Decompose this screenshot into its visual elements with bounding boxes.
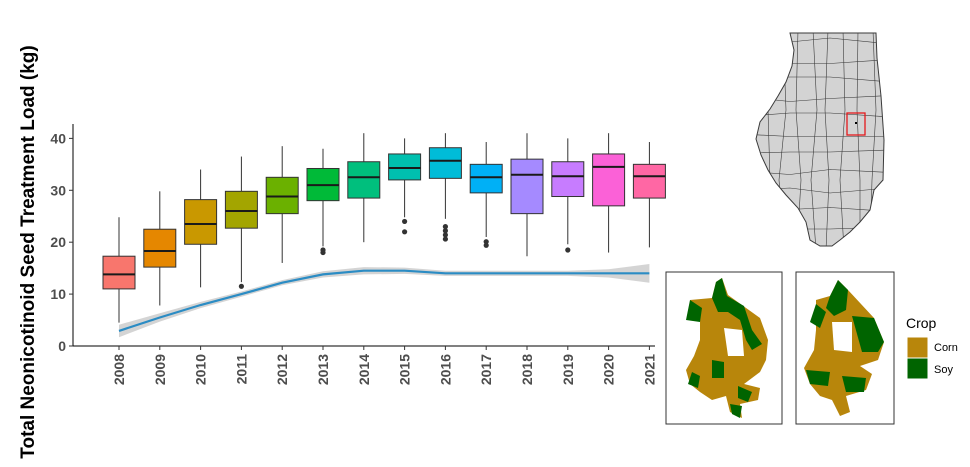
non-crop-area <box>832 322 852 352</box>
county-boundary <box>756 134 884 137</box>
x-axis: 2008 2009 2010 2011 2012 2013 2014 2015 2016 2017… <box>73 345 657 385</box>
x-tick-label: 2010 <box>193 354 209 385</box>
x-tick-label: 2019 <box>560 354 576 385</box>
box-2009 <box>143 191 177 306</box>
box-iqr <box>184 199 218 245</box>
box-2010 <box>184 169 218 288</box>
outlier-point <box>442 228 448 234</box>
county-boundary <box>824 33 830 246</box>
box-iqr <box>469 163 503 194</box>
trend-line <box>118 269 650 332</box>
field-soy-area <box>712 360 724 378</box>
field-soy-area <box>686 300 702 322</box>
outlier-point <box>442 224 448 230</box>
legend-label-soy: Soy <box>934 364 953 376</box>
x-tick-label: 2013 <box>315 354 331 385</box>
field-soy-area <box>738 386 752 402</box>
box-2019 <box>551 138 585 253</box>
box-2018 <box>510 133 544 257</box>
legend-key-soy <box>906 357 929 380</box>
box-iqr <box>265 176 299 215</box>
y-tick-label: 30 <box>50 182 66 198</box>
field-soy-area <box>730 404 742 418</box>
box-2021 <box>632 142 666 248</box>
study-area-dot <box>855 122 857 124</box>
y-axis-title: Total Neonicotinoid Seed Treatment Load … <box>18 45 39 458</box>
box-2015 <box>388 138 422 235</box>
x-tick-label: 2018 <box>519 354 535 385</box>
outlier-point <box>483 239 489 245</box>
y-tick-label: 20 <box>50 234 66 250</box>
outlier-point <box>442 236 448 242</box>
x-tick-label: 2021 <box>641 354 657 385</box>
box-iqr <box>347 161 381 199</box>
y-tick-label: 0 <box>58 338 66 354</box>
y-tick-label: 10 <box>50 286 66 302</box>
outlier-point <box>565 247 571 253</box>
x-tick-label: 2020 <box>601 354 617 385</box>
field-soy-area <box>688 372 700 388</box>
outlier-point <box>483 242 489 248</box>
x-tick-label: 2011 <box>233 354 249 385</box>
crop-legend: Crop Corn Soy <box>906 315 958 380</box>
outlier-point <box>442 232 448 238</box>
box-2013 <box>306 148 340 256</box>
illinois-locator-map <box>755 32 885 247</box>
y-tick-label: 40 <box>50 130 66 146</box>
outlier-point <box>320 247 326 253</box>
box-iqr <box>428 147 462 179</box>
box-iqr <box>551 161 585 198</box>
box-2012 <box>265 146 299 263</box>
box-iqr <box>102 255 136 290</box>
legend-title: Crop <box>906 315 937 331</box>
y-axis: 0 10 20 30 40 <box>50 124 74 354</box>
box-2020 <box>592 133 626 253</box>
x-tick-label: 2017 <box>478 354 494 385</box>
crop-map-panel-1 <box>665 271 783 425</box>
county-boundary <box>856 33 861 246</box>
illinois-state-outline <box>755 32 885 247</box>
non-crop-area <box>724 328 744 356</box>
box-2017 <box>469 142 503 248</box>
trend-line-path <box>118 269 650 332</box>
field-soy-area <box>852 316 884 352</box>
field-soy-area <box>810 304 826 328</box>
x-tick-label: 2008 <box>111 354 127 385</box>
crop-map-panel-2 <box>795 271 895 425</box>
boxes <box>102 133 666 323</box>
box-iqr <box>143 228 177 268</box>
box-iqr <box>592 153 626 207</box>
county-boundary <box>810 33 818 246</box>
field-soy-area <box>712 278 762 350</box>
box-iqr <box>632 163 666 199</box>
box-2016 <box>428 133 462 242</box>
x-tick-label: 2016 <box>437 354 453 385</box>
outlier-point <box>238 283 244 289</box>
outlier-point <box>402 229 408 235</box>
box-2011 <box>224 156 258 289</box>
study-area-highlight <box>846 112 866 136</box>
county-boundary <box>756 149 884 154</box>
legend-key-corn <box>906 336 929 359</box>
x-tick-label: 2009 <box>152 354 168 385</box>
box-iqr <box>510 158 544 215</box>
field-soy-area <box>842 376 866 392</box>
county-boundary <box>839 33 846 246</box>
box-2014 <box>347 133 381 243</box>
outlier-point <box>402 218 408 225</box>
x-tick-label: 2012 <box>274 354 290 385</box>
field-soy-area <box>806 370 830 386</box>
confidence-band <box>119 264 650 338</box>
trend-confidence-band <box>119 264 650 338</box>
box-iqr <box>388 153 422 181</box>
county-boundary <box>756 112 884 118</box>
field-soy-area <box>826 280 848 316</box>
x-tick-label: 2015 <box>397 354 413 385</box>
x-tick-label: 2014 <box>356 354 372 385</box>
legend-label-corn: Corn <box>934 342 958 354</box>
boxplot-panel: Total Neonicotinoid Seed Treatment Load … <box>18 45 666 459</box>
box-2008 <box>102 217 136 323</box>
box-iqr <box>224 190 258 229</box>
